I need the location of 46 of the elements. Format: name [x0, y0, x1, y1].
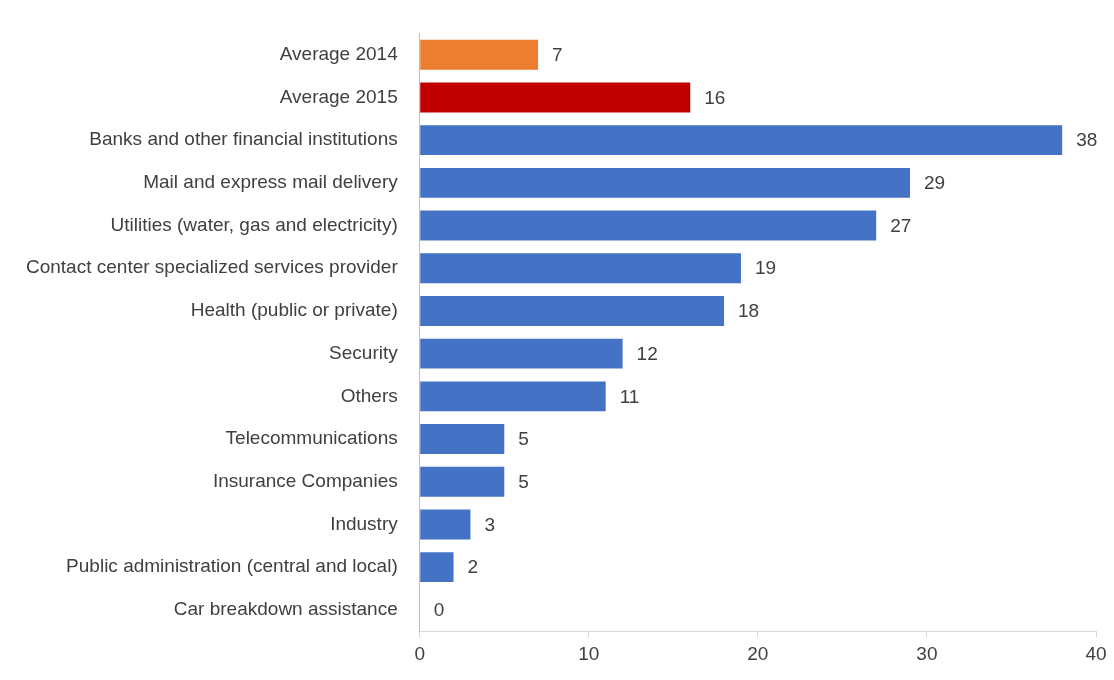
data-label: 27: [890, 214, 912, 236]
bar: [420, 296, 725, 326]
data-label: 29: [924, 172, 946, 194]
data-label: 2: [467, 556, 479, 578]
data-label: 16: [704, 86, 726, 108]
y-tick-label: Contact center specialized services provider: [25, 256, 399, 278]
data-label: 38: [1076, 129, 1098, 151]
x-tick-label: 0: [414, 642, 426, 664]
data-label: 3: [484, 513, 496, 535]
bar: [420, 552, 454, 583]
bar: [420, 125, 1063, 156]
x-tick-label: 10: [578, 642, 600, 664]
y-tick-label: Security: [329, 341, 399, 363]
y-tick-label: Industry: [330, 512, 399, 534]
y-tick-label: Health (public or private): [190, 299, 398, 321]
data-label: 5: [518, 428, 529, 450]
bar: [420, 253, 741, 284]
bar: [420, 338, 623, 369]
data-label: 5: [518, 470, 529, 492]
bar: [420, 82, 691, 113]
y-tick-label: Banks and other financial institutions: [89, 128, 398, 150]
data-label: 7: [552, 43, 563, 65]
data-label: 0: [433, 599, 445, 621]
y-tick-label: Public administration (central and local): [66, 555, 398, 577]
bar: [420, 39, 539, 70]
x-tick-label: 40: [1085, 642, 1107, 664]
y-tick-label: Average 2015: [279, 85, 398, 107]
bar: [420, 167, 911, 198]
y-tick-label: Others: [340, 384, 398, 406]
y-tick-label: Telecommunications: [225, 427, 398, 449]
bar: [420, 424, 505, 454]
y-tick-label: Mail and express mail delivery: [143, 171, 399, 193]
bar: [420, 509, 471, 540]
bar: [420, 466, 505, 497]
bar: [420, 381, 606, 412]
y-tick-label: Utilities (water, gas and electricity): [110, 213, 398, 235]
y-tick-label: Insurance Companies: [212, 469, 398, 491]
y-tick-label: Average 2014: [279, 42, 399, 64]
x-tick-label: 30: [916, 642, 938, 664]
x-tick-label: 20: [747, 642, 769, 664]
data-label: 19: [754, 257, 777, 279]
y-tick-label: Car breakdown assistance: [173, 598, 398, 620]
bar: [420, 210, 877, 241]
data-label: 11: [619, 385, 640, 407]
data-label: 12: [636, 342, 658, 364]
data-label: 18: [738, 300, 760, 322]
